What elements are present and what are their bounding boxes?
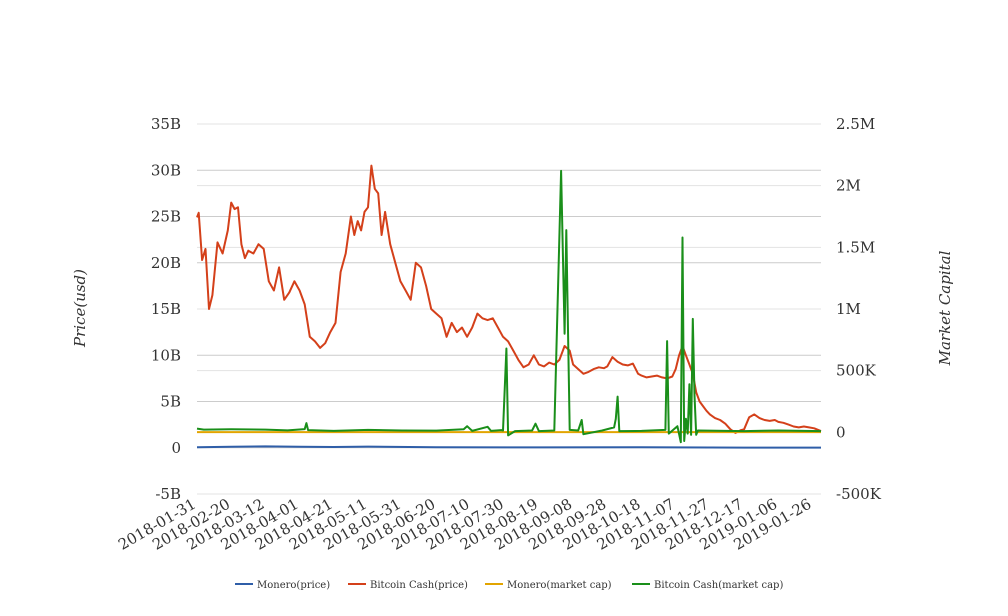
left-tick-label: 0 bbox=[171, 439, 181, 457]
legend: Monero(price) Bitcoin Cash(price) Monero(m… bbox=[235, 580, 783, 591]
right-tick-label: 1M bbox=[836, 300, 861, 318]
right-tick-label: 0 bbox=[836, 423, 846, 441]
left-axis-ticks: 35B 30B 25B 20B 15B 10B 5B 0 -5B bbox=[151, 115, 181, 503]
left-tick-label: 15B bbox=[151, 300, 181, 318]
legend-label: Bitcoin Cash(price) bbox=[370, 580, 468, 591]
series-line bbox=[196, 164, 822, 434]
gridlines bbox=[197, 123, 821, 495]
left-tick-label: 35B bbox=[151, 115, 181, 133]
legend-label: Monero(market cap) bbox=[507, 580, 612, 591]
left-tick-label: 30B bbox=[151, 161, 181, 179]
right-tick-label: -500K bbox=[836, 485, 882, 503]
left-tick-label: -5B bbox=[155, 485, 181, 503]
left-tick-label: 20B bbox=[151, 254, 181, 272]
series-line bbox=[196, 445, 821, 449]
left-tick-label: 25B bbox=[151, 208, 181, 226]
right-axis-ticks: 2.5M 2M 1.5M 1M 500K 0 -500K bbox=[836, 115, 882, 503]
legend-label: Monero(price) bbox=[257, 580, 330, 591]
left-tick-label: 10B bbox=[151, 346, 181, 364]
x-axis-ticks: 2018-01-312018-02-202018-03-122018-04-01… bbox=[115, 495, 814, 554]
right-tick-label: 2M bbox=[836, 177, 861, 195]
right-tick-label: 500K bbox=[836, 362, 877, 380]
right-tick-label: 1.5M bbox=[836, 238, 875, 256]
series-line bbox=[196, 169, 822, 444]
left-axis-title: Price(usd) bbox=[71, 269, 89, 348]
right-tick-label: 2.5M bbox=[836, 115, 875, 133]
legend-label: Bitcoin Cash(market cap) bbox=[654, 580, 783, 591]
left-tick-label: 5B bbox=[160, 393, 181, 411]
right-axis-title: Market Capital bbox=[936, 250, 954, 366]
series-lines bbox=[196, 164, 822, 449]
